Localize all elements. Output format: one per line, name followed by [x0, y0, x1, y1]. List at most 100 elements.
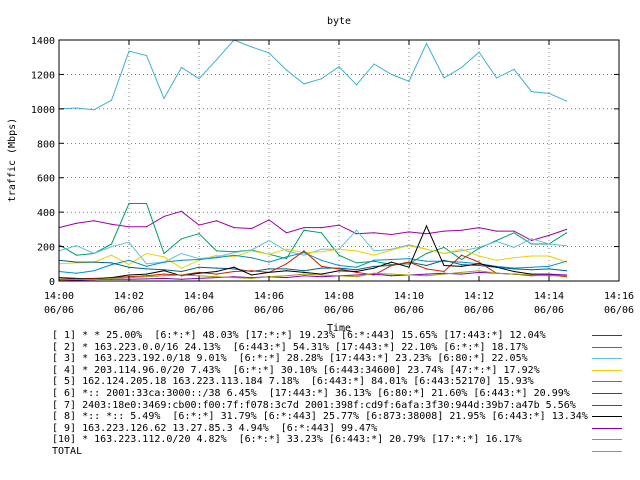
x-tick-label-time: 14:10 [394, 291, 424, 302]
data-point [320, 248, 323, 250]
data-point [530, 238, 533, 240]
data-point [548, 234, 550, 236]
legend-label: TOTAL [52, 446, 83, 457]
legend-entry: TOTAL [0, 446, 640, 457]
data-point [128, 202, 130, 205]
data-point [425, 252, 428, 255]
data-point [338, 66, 340, 68]
data-point [145, 278, 148, 280]
data-point [110, 276, 113, 279]
data-point [128, 264, 130, 266]
data-point [355, 229, 358, 231]
data-point [180, 210, 183, 212]
data-point [320, 259, 323, 261]
data-point [268, 52, 270, 54]
series-lines [58, 39, 568, 281]
data-point [75, 279, 78, 281]
data-point [268, 261, 270, 263]
data-point [268, 219, 270, 221]
data-point [163, 277, 165, 280]
data-point [163, 270, 165, 272]
data-point [198, 266, 200, 268]
series-line [58, 224, 567, 280]
data-point [478, 246, 480, 249]
data-point [530, 91, 533, 93]
data-point [373, 254, 375, 256]
data-point [513, 68, 515, 70]
x-tick-label-time: 14:12 [464, 291, 494, 302]
data-point [93, 261, 95, 263]
data-point [443, 272, 445, 274]
data-point [250, 46, 253, 48]
data-point [355, 270, 358, 273]
data-point [145, 202, 148, 205]
data-point [390, 258, 393, 261]
data-point [285, 69, 288, 71]
data-point [145, 54, 148, 57]
data-point [355, 271, 358, 273]
legend-swatch [592, 404, 622, 406]
legend-label: [10] * 163.223.112.0/20 4.82% [6:*:*] 33… [52, 434, 522, 446]
series-line [58, 210, 567, 242]
data-point [495, 240, 498, 243]
data-point [530, 269, 533, 271]
data-point [285, 263, 288, 265]
legend-entry: [10] * 163.223.112.0/20 4.82% [6:*:*] 33… [0, 434, 640, 445]
data-point [565, 270, 568, 272]
legend-entry: [ 6] *:: 2001:33ca:3000::/38 6.45% [17:4… [0, 388, 640, 399]
data-point [408, 245, 410, 247]
series-11 [58, 39, 568, 111]
x-tick-label-time: 14:16 [604, 291, 634, 302]
data-point [285, 256, 288, 258]
data-point [163, 273, 165, 275]
legend-swatch [592, 393, 622, 394]
data-point [198, 258, 200, 260]
x-tick-label-date: 06/06 [604, 305, 634, 316]
data-point [565, 274, 568, 276]
data-point [250, 257, 253, 259]
legend-label: [ 2] * 163.223.0.0/16 24.13% [6:443:*] 5… [52, 341, 528, 353]
data-point [233, 251, 235, 254]
data-point [93, 252, 95, 255]
data-point [513, 273, 515, 275]
data-point [425, 225, 428, 227]
data-point [215, 59, 218, 61]
data-point [478, 255, 480, 257]
data-point [495, 239, 498, 242]
data-point [478, 270, 480, 272]
data-point [250, 277, 253, 280]
legend-label: [ 4] * 203.114.96.0/20 7.43% [6:*:*] 30.… [52, 364, 540, 376]
data-point [478, 263, 480, 265]
data-point [390, 273, 393, 275]
data-point [75, 272, 78, 274]
data-point [215, 220, 218, 222]
y-tick-label: 1400 [31, 36, 55, 47]
legend-entry: [ 4] * 203.114.96.0/20 7.43% [6:*:*] 30.… [0, 365, 640, 376]
data-point [75, 222, 78, 224]
data-point [460, 229, 463, 231]
data-point [75, 278, 78, 280]
x-axis-label: Time [327, 323, 351, 334]
data-point [163, 256, 165, 258]
data-point [355, 269, 358, 271]
data-point [303, 270, 305, 272]
data-point [548, 273, 550, 275]
data-point [198, 78, 200, 80]
data-point [320, 227, 323, 229]
data-point [110, 243, 113, 245]
legend-swatch [592, 381, 622, 383]
series-4 [58, 245, 568, 269]
y-axis-label: traffic (Mbps) [7, 118, 18, 202]
data-point [250, 249, 253, 251]
data-point [233, 254, 235, 256]
data-point [355, 274, 358, 276]
data-point [460, 248, 463, 250]
legend-entry: [ 5] 162.124.205.18 163.223.113.184 7.18… [0, 376, 640, 387]
data-point [338, 224, 340, 226]
data-point [145, 226, 148, 228]
data-point [128, 274, 130, 276]
data-point [460, 250, 463, 252]
data-point [355, 266, 358, 268]
data-point [565, 260, 568, 262]
legend-entry: [ 9] 163.223.126.62 13.27.85.3 4.94% [6:… [0, 423, 640, 434]
